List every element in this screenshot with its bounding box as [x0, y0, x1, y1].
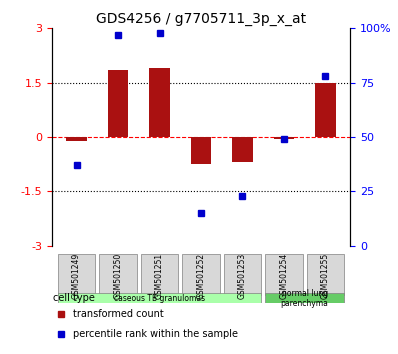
FancyBboxPatch shape	[141, 254, 178, 295]
FancyBboxPatch shape	[100, 254, 137, 295]
Text: cell type: cell type	[53, 293, 94, 303]
Text: GSM501255: GSM501255	[321, 253, 330, 299]
Text: GSM501254: GSM501254	[279, 253, 289, 299]
FancyBboxPatch shape	[58, 293, 261, 303]
Text: transformed count: transformed count	[73, 309, 164, 319]
FancyBboxPatch shape	[182, 254, 220, 295]
Text: normal lung
parenchyma: normal lung parenchyma	[281, 289, 329, 308]
Text: GSM501249: GSM501249	[72, 253, 81, 299]
FancyBboxPatch shape	[265, 293, 344, 303]
Bar	[108, 70, 129, 137]
FancyBboxPatch shape	[58, 254, 95, 295]
Bar	[66, 137, 87, 141]
Text: GSM501253: GSM501253	[238, 253, 247, 299]
Bar	[273, 137, 294, 139]
Text: caseous TB granulomas: caseous TB granulomas	[114, 294, 205, 303]
Text: percentile rank within the sample: percentile rank within the sample	[73, 329, 238, 339]
Bar	[315, 82, 336, 137]
FancyBboxPatch shape	[265, 254, 302, 295]
FancyBboxPatch shape	[224, 254, 261, 295]
Text: GSM501252: GSM501252	[197, 253, 205, 299]
FancyBboxPatch shape	[307, 254, 344, 295]
Text: GSM501251: GSM501251	[155, 253, 164, 299]
Text: GSM501250: GSM501250	[113, 253, 123, 299]
Bar	[149, 68, 170, 137]
Title: GDS4256 / g7705711_3p_x_at: GDS4256 / g7705711_3p_x_at	[96, 12, 306, 26]
Bar	[191, 137, 211, 164]
Bar	[232, 137, 253, 162]
